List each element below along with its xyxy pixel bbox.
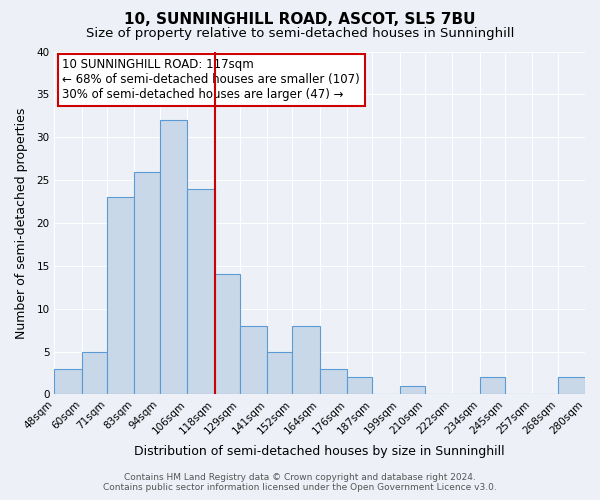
Text: Size of property relative to semi-detached houses in Sunninghill: Size of property relative to semi-detach… (86, 28, 514, 40)
Y-axis label: Number of semi-detached properties: Number of semi-detached properties (15, 108, 28, 338)
Bar (320, 368, 347, 394)
Bar (187, 188, 215, 394)
Bar (239, 326, 267, 394)
Bar (557, 378, 585, 394)
Bar (107, 198, 134, 394)
Text: 10, SUNNINGHILL ROAD, ASCOT, SL5 7BU: 10, SUNNINGHILL ROAD, ASCOT, SL5 7BU (124, 12, 476, 28)
Bar (480, 378, 505, 394)
Bar (215, 274, 239, 394)
Bar (400, 386, 425, 394)
Bar (82, 352, 107, 395)
X-axis label: Distribution of semi-detached houses by size in Sunninghill: Distribution of semi-detached houses by … (134, 444, 505, 458)
Text: Contains HM Land Registry data © Crown copyright and database right 2024.
Contai: Contains HM Land Registry data © Crown c… (103, 473, 497, 492)
Bar (347, 378, 373, 394)
Bar (292, 326, 320, 394)
Bar (267, 352, 292, 395)
Bar (134, 172, 160, 394)
Bar (55, 368, 82, 394)
Text: 10 SUNNINGHILL ROAD: 117sqm
← 68% of semi-detached houses are smaller (107)
30% : 10 SUNNINGHILL ROAD: 117sqm ← 68% of sem… (62, 58, 360, 102)
Bar (160, 120, 187, 394)
